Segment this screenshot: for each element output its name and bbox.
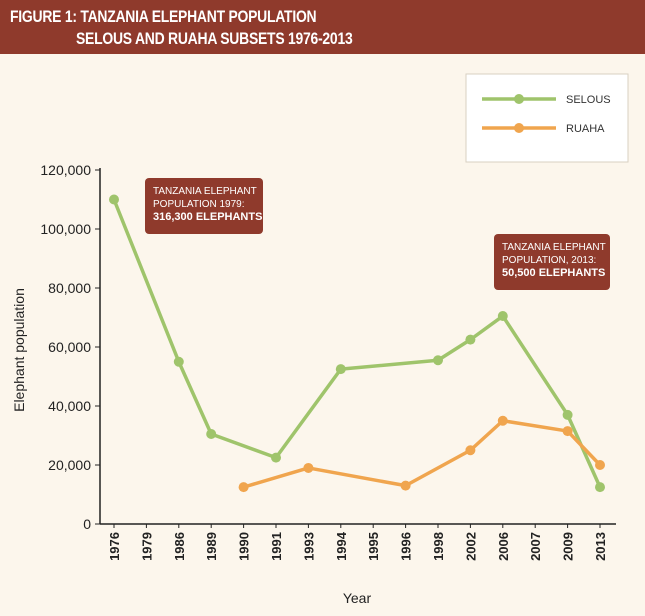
- series-line-selous: [112, 198, 602, 488]
- annotation-line-3: 316,300 ELEPHANTS: [153, 211, 262, 223]
- series-layer: [109, 194, 605, 493]
- legend-marker-ruaha: [514, 123, 524, 133]
- x-tick-label: 2009: [561, 532, 576, 561]
- data-point-selous: [595, 482, 605, 493]
- x-tick-label: 2007: [528, 532, 543, 561]
- figure-title-line2: SELOUS AND RUAHA SUBSETS 1976-2013: [76, 29, 353, 48]
- x-axis-ticks: 1976 1979 1986 1989 1990 1991 1993 1994 1995 1996…: [107, 524, 608, 561]
- data-point-ruaha: [562, 426, 573, 437]
- data-point-selous: [335, 364, 346, 375]
- data-point-selous: [465, 334, 476, 345]
- y-tick-label: 20,000: [48, 457, 91, 473]
- annotation-line-3: 50,500 ELEPHANTS: [502, 267, 605, 279]
- data-point-ruaha: [238, 482, 249, 493]
- y-tick-label: 60,000: [48, 339, 91, 355]
- x-tick-label: 1998: [431, 532, 446, 561]
- annotation-line-2: POPULATION 1979:: [153, 199, 245, 210]
- x-tick-label: 1996: [399, 532, 414, 561]
- annotation-line-1: TANZANIA ELEPHANT: [502, 242, 606, 253]
- x-tick-label: 1976: [107, 532, 122, 561]
- x-tick-label: 1991: [269, 532, 284, 561]
- legend-box: [465, 73, 629, 163]
- legend-marker-selous: [514, 94, 524, 104]
- data-point-selous: [173, 356, 184, 367]
- x-tick-label: 1986: [172, 532, 187, 561]
- y-tick-label: 100,000: [40, 221, 91, 237]
- y-tick-label: 120,000: [40, 162, 91, 178]
- data-point-selous: [206, 429, 217, 440]
- data-point-ruaha: [497, 415, 508, 426]
- x-tick-label: 2006: [496, 532, 511, 561]
- data-point-selous: [562, 409, 573, 420]
- legend-label-selous: SELOUS: [566, 94, 611, 106]
- x-tick-label: 1989: [204, 532, 219, 561]
- data-point-ruaha: [400, 480, 411, 491]
- x-tick-label: 1995: [366, 532, 381, 561]
- annotation-line-2: POPULATION, 2013:: [502, 255, 596, 266]
- data-point-selous: [433, 355, 443, 366]
- legend: SELOUS RUAHA: [465, 73, 629, 163]
- x-axis-label: Year: [343, 590, 372, 606]
- data-point-selous: [497, 311, 508, 322]
- y-axis-label: Elephant population: [11, 288, 27, 412]
- figure-title-line1: FIGURE 1: TANZANIA ELEPHANT POPULATION: [10, 7, 317, 26]
- y-tick-label: 0: [83, 516, 91, 532]
- annotation-box-2: TANZANIA ELEPHANT POPULATION, 2013:50,500…: [494, 234, 610, 290]
- x-tick-label: 2002: [463, 532, 478, 561]
- legend-label-ruaha: RUAHA: [566, 123, 605, 135]
- y-tick-label: 40,000: [48, 398, 91, 414]
- annotation-line-1: TANZANIA ELEPHANT: [153, 186, 257, 197]
- data-point-ruaha: [303, 462, 314, 473]
- annotation-background: [494, 234, 610, 290]
- data-point-ruaha: [595, 460, 605, 470]
- x-tick-label: 1990: [237, 532, 252, 561]
- y-tick-label: 80,000: [48, 280, 91, 296]
- annotation-background: [145, 178, 263, 234]
- x-tick-label: 1979: [139, 532, 154, 561]
- figure-header: FIGURE 1: TANZANIA ELEPHANT POPULATION S…: [0, 0, 645, 54]
- data-point-selous: [109, 194, 119, 205]
- annotations-layer: TANZANIA ELEPHANT POPULATION 1979:316,300…: [145, 178, 610, 290]
- data-point-selous: [271, 452, 281, 463]
- annotation-box-1: TANZANIA ELEPHANT POPULATION 1979:316,300…: [145, 178, 263, 234]
- x-tick-label: 1994: [334, 531, 349, 561]
- data-point-ruaha: [465, 445, 476, 456]
- x-tick-label: 1993: [301, 532, 316, 561]
- y-axis-ticks: 0 20,000 40,000 60,000 80,000 100,000 120,000: [40, 162, 100, 532]
- x-tick-label: 2013: [593, 532, 608, 561]
